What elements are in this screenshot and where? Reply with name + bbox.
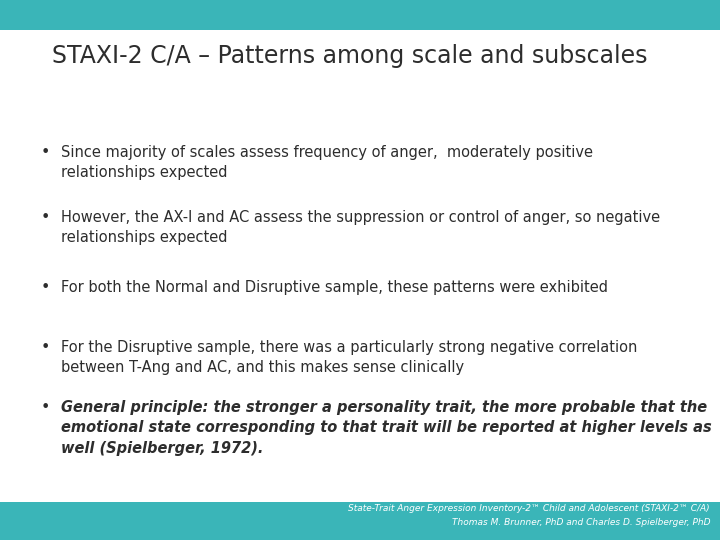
- Text: •: •: [40, 145, 50, 160]
- Text: •: •: [40, 210, 50, 225]
- Text: For both the Normal and Disruptive sample, these patterns were exhibited: For both the Normal and Disruptive sampl…: [61, 280, 608, 295]
- Text: Since majority of scales assess frequency of anger,  moderately positive
relatio: Since majority of scales assess frequenc…: [61, 145, 593, 180]
- Bar: [0, 0, 720, 30]
- Text: •: •: [40, 400, 50, 415]
- Bar: [0, 502, 720, 540]
- Text: •: •: [40, 340, 50, 355]
- Text: However, the AX-I and AC assess the suppression or control of anger, so negative: However, the AX-I and AC assess the supp…: [61, 210, 660, 245]
- Text: STAXI-2 C/A – Patterns among scale and subscales: STAXI-2 C/A – Patterns among scale and s…: [52, 44, 647, 68]
- Text: •: •: [40, 280, 50, 295]
- Text: For the Disruptive sample, there was a particularly strong negative correlation
: For the Disruptive sample, there was a p…: [61, 340, 638, 375]
- Bar: [0, 30, 720, 502]
- Text: State-Trait Anger Expression Inventory-2™ Child and Adolescent (STAXI-2™ C/A): State-Trait Anger Expression Inventory-2…: [348, 504, 710, 513]
- Text: General principle: the stronger a personality trait, the more probable that the
: General principle: the stronger a person…: [61, 400, 712, 456]
- Text: Thomas M. Brunner, PhD and Charles D. Spielberger, PhD: Thomas M. Brunner, PhD and Charles D. Sp…: [451, 518, 710, 527]
